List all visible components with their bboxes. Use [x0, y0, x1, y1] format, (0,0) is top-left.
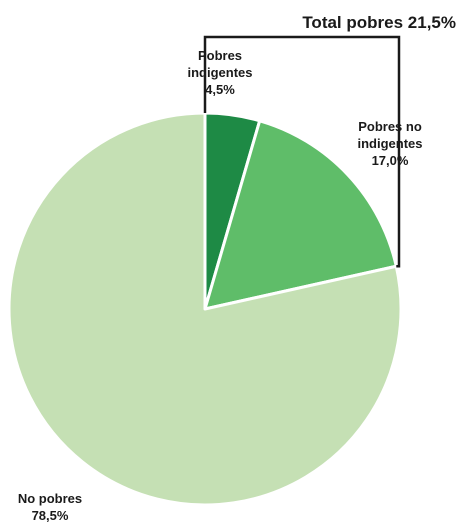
pie-slice-name: Pobres	[198, 48, 242, 63]
pie-slice-name: indigentes	[187, 65, 252, 80]
total-pobres-bracket	[203, 35, 401, 268]
pie-slice-label-0: Pobres indigentes 4,5%	[187, 48, 252, 97]
pie-slice-1	[203, 119, 398, 311]
pie-slices	[7, 111, 403, 507]
pie-slice-value: 78,5%	[32, 508, 69, 523]
pie-slice-label-1: Pobres no indigentes 17,0%	[357, 119, 422, 168]
pie-slice-value: 17,0%	[372, 153, 409, 168]
total-pobres-label: Total pobres 21,5%	[302, 13, 456, 32]
pie-slice-2	[7, 111, 403, 507]
pie-slice-name: No pobres	[18, 491, 82, 506]
pie-slice-name: indigentes	[357, 136, 422, 151]
pie-slice-label-2: No pobres 78,5%	[18, 491, 82, 523]
pie-slice-name: Pobres no	[358, 119, 422, 134]
pie-labels: Pobres indigentes 4,5% Pobres no indigentes 1…	[18, 48, 423, 523]
pie-slice-value: 4,5%	[205, 82, 235, 97]
